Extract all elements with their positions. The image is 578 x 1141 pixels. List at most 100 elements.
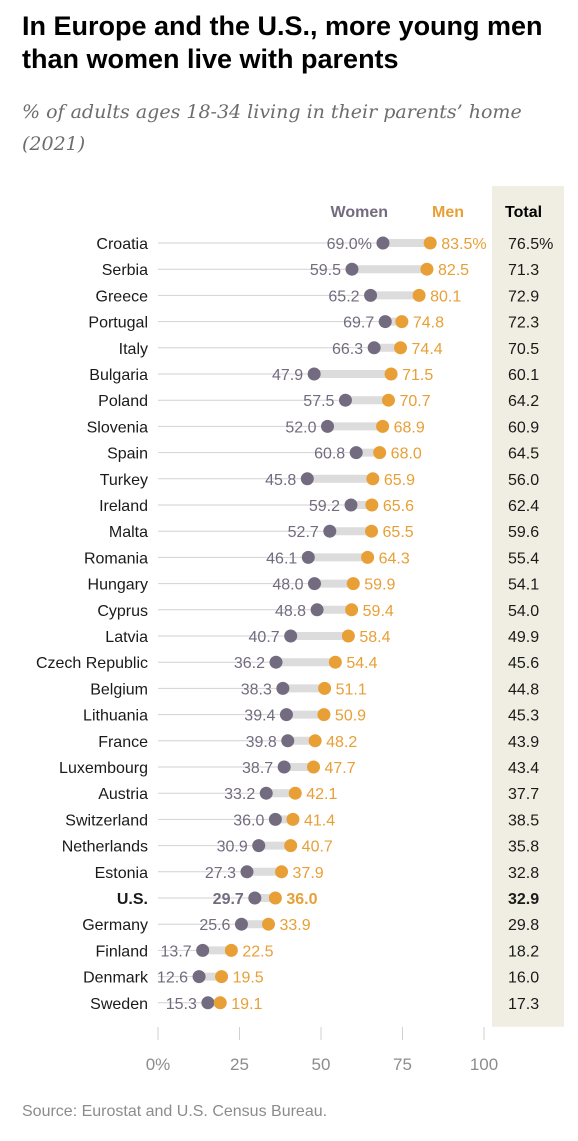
x-tick-label: 100 <box>470 1055 498 1074</box>
category-label: Serbia <box>102 262 148 279</box>
men-value-label: 71.5 <box>402 367 433 384</box>
men-dot <box>384 367 398 381</box>
women-value-label: 52.0 <box>285 419 316 436</box>
men-value-label: 40.7 <box>302 839 333 856</box>
table-row: Latvia 40.7 58.4 49.9 <box>105 629 539 646</box>
table-row: Croatia 69.0% 83.5% 76.5% <box>96 236 553 253</box>
women-value-label: 57.5 <box>303 393 334 410</box>
table-row: Sweden 15.3 19.1 17.3 <box>90 996 539 1013</box>
men-dot <box>328 655 342 669</box>
women-dot <box>268 812 282 826</box>
category-label: Slovenia <box>87 419 148 436</box>
women-value-label: 48.0 <box>272 577 303 594</box>
category-label: Czech Republic <box>36 655 148 672</box>
total-value-label: 32.9 <box>508 891 539 908</box>
women-value-label: 47.9 <box>272 367 303 384</box>
men-dot <box>361 550 375 564</box>
men-value-label: 80.1 <box>430 288 461 305</box>
men-dot <box>346 577 360 591</box>
category-label: Austria <box>98 786 148 803</box>
men-value-label: 48.2 <box>326 734 357 751</box>
women-dot <box>344 498 358 512</box>
women-value-label: 38.7 <box>242 760 273 777</box>
men-dot <box>308 734 322 748</box>
men-dot <box>366 472 380 486</box>
men-dot <box>213 996 227 1010</box>
total-value-label: 54.0 <box>508 603 539 620</box>
table-row: Finland 13.7 22.5 18.2 <box>96 943 540 960</box>
men-dot <box>395 315 409 329</box>
category-label: Finland <box>96 943 148 960</box>
men-dot <box>365 524 379 538</box>
women-dot <box>240 865 254 879</box>
women-value-label: 69.0% <box>327 236 372 253</box>
total-value-label: 70.5 <box>508 341 539 358</box>
total-value-label: 72.3 <box>508 315 539 332</box>
category-label: Spain <box>107 446 148 463</box>
table-row: Czech Republic 36.2 54.4 45.6 <box>36 655 539 672</box>
category-label: Ireland <box>99 498 148 515</box>
men-value-label: 19.1 <box>231 996 262 1013</box>
dot-plot-chart: Croatia 69.0% 83.5% 76.5% Serbia 59.5 82.5 71.3… <box>36 186 564 1074</box>
women-value-label: 66.3 <box>332 341 363 358</box>
men-value-label: 83.5% <box>441 236 486 253</box>
men-value-label: 22.5 <box>242 943 273 960</box>
women-dot <box>376 236 390 250</box>
total-value-label: 16.0 <box>508 970 539 987</box>
total-value-label: 38.5 <box>508 812 539 829</box>
total-value-label: 35.8 <box>508 839 539 856</box>
women-value-label: 36.0 <box>233 812 264 829</box>
total-value-label: 45.6 <box>508 655 539 672</box>
category-label: Romania <box>84 550 148 567</box>
source-note: Source: Eurostat and U.S. Census Bureau. <box>22 1103 328 1120</box>
women-dot <box>301 550 315 564</box>
women-dot <box>321 419 335 433</box>
men-dot <box>381 393 395 407</box>
men-dot <box>307 760 321 774</box>
total-value-label: 72.9 <box>508 288 539 305</box>
table-row: Serbia 59.5 82.5 71.3 <box>102 262 539 279</box>
table-row: Poland 57.5 70.7 64.2 <box>98 393 539 410</box>
table-row: Austria 33.2 42.1 37.7 <box>98 786 539 803</box>
women-value-label: 33.2 <box>224 786 255 803</box>
men-dot <box>345 603 359 617</box>
women-dot <box>277 760 291 774</box>
table-row: Romania 46.1 64.3 55.4 <box>84 550 539 567</box>
men-value-label: 65.9 <box>384 472 415 489</box>
men-value-label: 36.0 <box>286 891 317 908</box>
table-row: U.S. 29.7 36.0 32.9 <box>117 891 539 908</box>
men-dot <box>262 917 276 931</box>
women-dot <box>284 629 298 643</box>
men-value-label: 59.9 <box>364 577 395 594</box>
men-value-label: 65.6 <box>383 498 414 515</box>
women-dot <box>281 734 295 748</box>
chart-subtitle: % of adults ages 18-34 living in their p… <box>22 101 522 155</box>
men-value-label: 41.4 <box>304 812 335 829</box>
women-value-label: 39.4 <box>244 708 275 725</box>
table-row: Estonia 27.3 37.9 32.8 <box>95 865 540 882</box>
women-value-label: 48.8 <box>275 603 306 620</box>
women-dot <box>196 943 210 957</box>
total-value-label: 43.4 <box>508 760 539 777</box>
x-tick-label: 50 <box>312 1055 331 1074</box>
men-dot <box>423 236 437 250</box>
men-dot <box>373 446 387 460</box>
table-row: Denmark 12.6 19.5 16.0 <box>83 970 539 987</box>
women-dot <box>276 681 290 695</box>
women-value-label: 30.9 <box>217 839 248 856</box>
table-row: Ireland 59.2 65.6 62.4 <box>99 498 539 515</box>
total-value-label: 64.5 <box>508 446 539 463</box>
table-row: Luxembourg 38.7 47.7 43.4 <box>59 760 539 777</box>
men-value-label: 47.7 <box>325 760 356 777</box>
category-label: Italy <box>119 341 148 358</box>
total-value-label: 56.0 <box>508 472 539 489</box>
table-row: Switzerland 36.0 41.4 38.5 <box>65 812 539 829</box>
men-dot <box>394 341 408 355</box>
legend-women: Women <box>331 204 388 221</box>
total-value-label: 18.2 <box>508 943 539 960</box>
men-value-label: 65.5 <box>383 524 414 541</box>
men-dot <box>317 708 331 722</box>
x-tick-label: 0% <box>146 1055 171 1074</box>
category-label: Turkey <box>100 472 148 489</box>
men-dot <box>275 865 289 879</box>
